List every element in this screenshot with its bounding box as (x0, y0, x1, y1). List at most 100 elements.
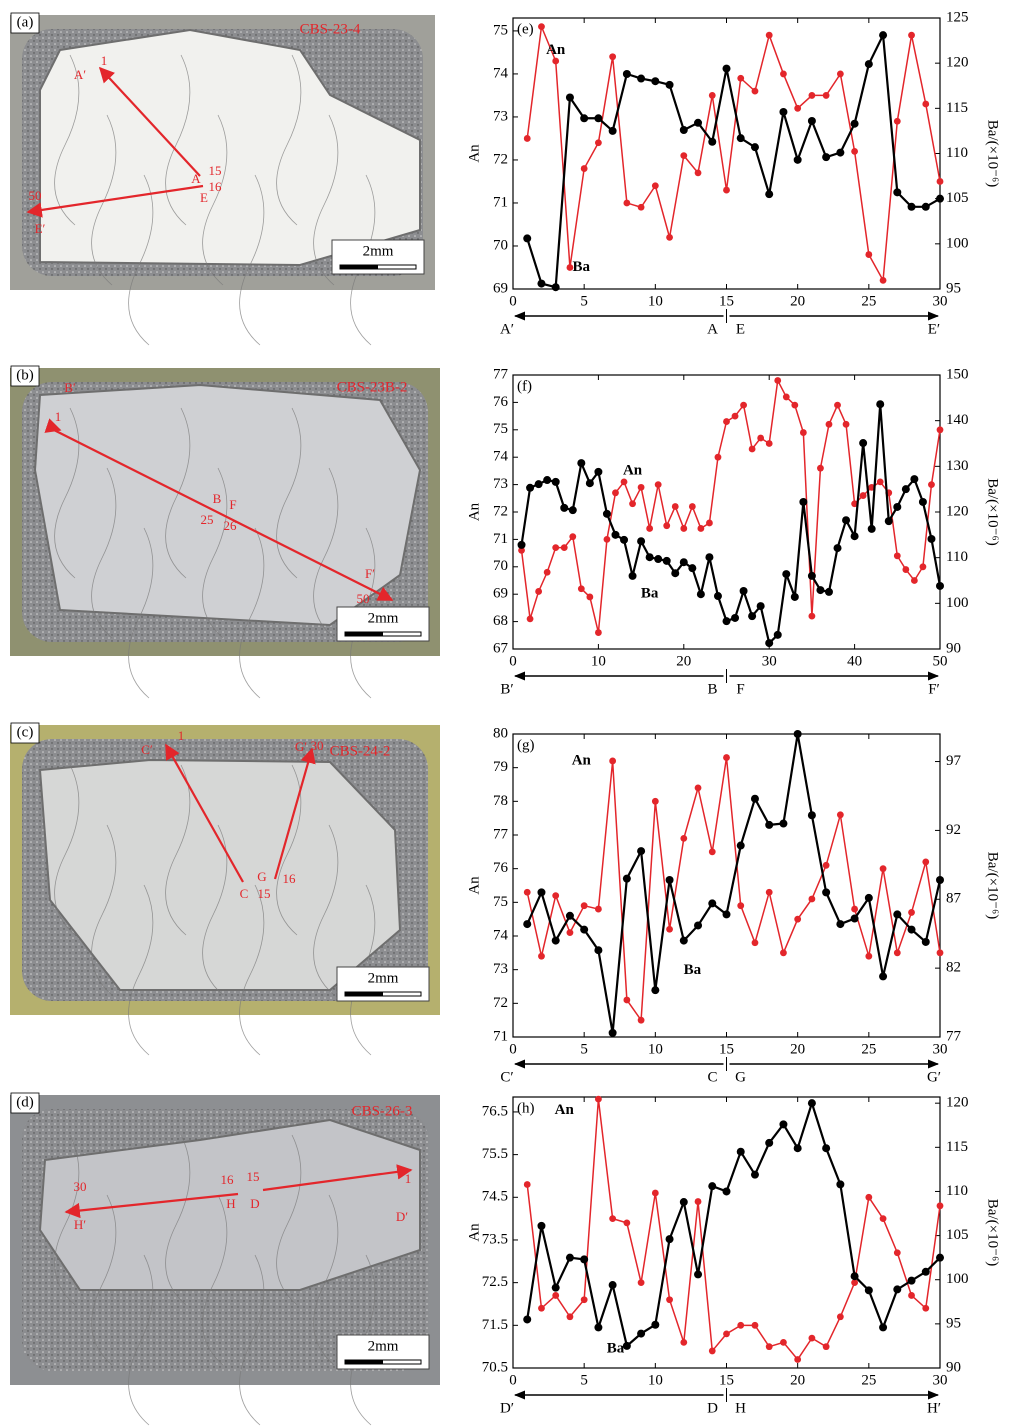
data-point (879, 1215, 887, 1223)
y-tick-label: 71 (493, 531, 508, 547)
data-point (552, 57, 560, 65)
data-point (842, 420, 850, 428)
y2-tick-label: 140 (946, 412, 969, 428)
profile-label: C′ (500, 1069, 513, 1085)
y2-tick-label: 125 (946, 9, 969, 25)
y-tick-label: 70 (493, 237, 508, 253)
data-point (551, 1283, 560, 1292)
series-label: Ba (641, 586, 659, 602)
data-point (822, 153, 831, 162)
data-point (694, 784, 702, 792)
scale-label: 2mm (363, 243, 394, 259)
data-point (671, 569, 680, 578)
plot-frame (512, 374, 941, 650)
data-point (836, 1313, 844, 1321)
data-point (637, 1016, 645, 1024)
data-point (628, 571, 637, 580)
data-point (779, 1120, 788, 1129)
profile-label: 15 (209, 163, 222, 178)
data-point (740, 401, 747, 409)
data-point (565, 93, 574, 102)
data-point (822, 888, 831, 897)
data-point (694, 1198, 702, 1205)
data-point (666, 925, 673, 933)
profile-label: D (707, 1400, 718, 1416)
panel-label: (d) (16, 1094, 34, 1110)
data-point (620, 535, 629, 544)
crack (128, 527, 154, 699)
data-point (902, 566, 910, 573)
data-point (859, 492, 867, 499)
data-point (566, 1313, 574, 1321)
data-point (602, 509, 611, 518)
data-point (876, 478, 884, 486)
data-point (893, 1285, 902, 1294)
profile-label: A′ (500, 321, 514, 337)
profile-label: F (736, 681, 744, 697)
y-tick-label: 78 (493, 793, 508, 809)
data-point (679, 558, 688, 567)
x-tick-label: 25 (861, 1372, 876, 1388)
profile-arrow (98, 66, 201, 177)
data-point (580, 1255, 589, 1264)
data-point (594, 946, 603, 955)
series-label: An (555, 1102, 575, 1118)
data-point (901, 485, 910, 494)
data-point (637, 537, 646, 546)
profile-label: E′ (35, 221, 46, 236)
panel-label: (f) (517, 378, 532, 394)
data-point (750, 794, 759, 803)
data-point (694, 118, 703, 127)
crack (165, 1134, 191, 1306)
data-point (595, 905, 602, 913)
data-point (594, 114, 603, 123)
data-point (622, 1341, 631, 1350)
data-point (722, 617, 731, 626)
data-point (543, 568, 551, 576)
data-point (595, 629, 602, 636)
data-point (537, 1221, 546, 1230)
profile-label: D′ (500, 1400, 514, 1416)
data-point (646, 525, 654, 532)
data-point (879, 276, 887, 284)
y-tick-label: 79 (493, 759, 508, 775)
y2-axis-title: Ba/(×10⁻⁶) (985, 478, 1001, 545)
data-point (793, 730, 802, 738)
data-point (537, 279, 546, 288)
profile-label: 1 (405, 1171, 412, 1186)
data-point (651, 77, 660, 86)
y2-tick-label: 97 (946, 753, 962, 769)
profile-label: H′ (74, 1217, 86, 1232)
profile-label: F′ (365, 566, 375, 581)
y-tick-label: 74 (493, 927, 509, 943)
y2-tick-label: 130 (946, 458, 969, 474)
series-label: Ba (573, 259, 591, 275)
x-tick-label: 40 (847, 653, 862, 669)
y-axis-title: An (466, 144, 482, 163)
data-point (822, 861, 830, 869)
data-point (623, 199, 631, 207)
crack (313, 467, 339, 639)
data-point (566, 264, 574, 271)
sample-name: CBS-23B-2 (337, 379, 408, 395)
profile-label: A′ (74, 67, 86, 82)
data-point (708, 1347, 716, 1355)
data-point (594, 467, 603, 476)
data-point (523, 234, 532, 243)
sample-name: CBS-26-3 (352, 1103, 413, 1119)
y-axis-title: An (466, 1223, 482, 1242)
y-tick-label: 72 (493, 995, 508, 1011)
data-point (629, 500, 636, 508)
panel-label-box (10, 1092, 40, 1114)
data-point (936, 1253, 944, 1262)
profile-arrow (262, 1164, 413, 1192)
panel-label-box (10, 365, 40, 387)
profile-label: B (213, 491, 222, 506)
data-point (665, 875, 674, 884)
crack (54, 764, 80, 936)
y2-tick-label: 110 (946, 145, 968, 161)
y-tick-label: 77 (493, 826, 509, 842)
data-point (893, 502, 902, 511)
data-point (737, 902, 745, 910)
y-tick-label: 68 (493, 613, 508, 629)
